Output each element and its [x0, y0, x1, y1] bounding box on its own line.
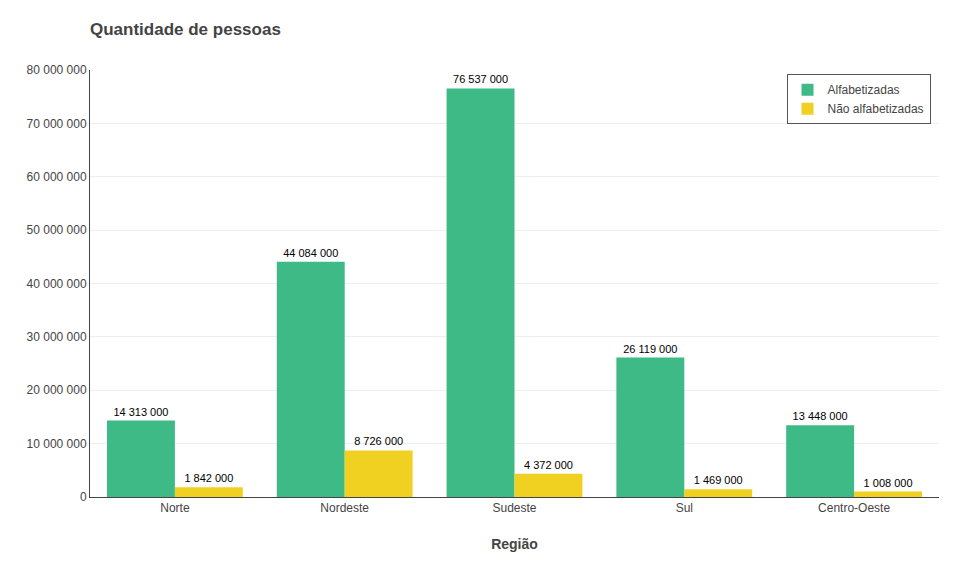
svg-text:Norte: Norte: [160, 501, 190, 515]
svg-text:Sul: Sul: [676, 501, 693, 515]
svg-text:50 000 000: 50 000 000: [27, 223, 87, 237]
svg-text:76 537 000: 76 537 000: [453, 73, 508, 85]
svg-text:40 000 000: 40 000 000: [27, 277, 87, 291]
svg-text:26 119 000: 26 119 000: [623, 343, 677, 355]
svg-text:Alfabetizadas: Alfabetizadas: [828, 83, 900, 97]
svg-text:1 469 000: 1 469 000: [694, 474, 743, 486]
svg-text:1 842 000: 1 842 000: [184, 472, 233, 484]
svg-text:Não alfabetizadas: Não alfabetizadas: [828, 102, 924, 116]
svg-text:Nordeste: Nordeste: [320, 501, 369, 515]
svg-text:60 000 000: 60 000 000: [27, 170, 87, 184]
svg-text:44 084 000: 44 084 000: [283, 247, 338, 259]
svg-text:4 372 000: 4 372 000: [524, 459, 573, 471]
svg-text:8 726 000: 8 726 000: [354, 435, 403, 447]
svg-text:13 448 000: 13 448 000: [793, 410, 848, 422]
svg-text:10 000 000: 10 000 000: [27, 437, 87, 451]
svg-text:1 008 000: 1 008 000: [864, 477, 913, 489]
svg-text:Sudeste: Sudeste: [492, 501, 536, 515]
svg-text:0: 0: [80, 490, 87, 504]
svg-text:Quantidade de pessoas: Quantidade de pessoas: [90, 20, 281, 39]
svg-text:20 000 000: 20 000 000: [27, 383, 87, 397]
svg-text:Região: Região: [491, 536, 538, 552]
svg-text:80 000 000: 80 000 000: [27, 63, 87, 77]
svg-text:14 313 000: 14 313 000: [113, 406, 168, 418]
svg-text:30 000 000: 30 000 000: [27, 330, 87, 344]
svg-text:70 000 000: 70 000 000: [27, 117, 87, 131]
svg-text:Centro-Oeste: Centro-Oeste: [818, 501, 890, 515]
